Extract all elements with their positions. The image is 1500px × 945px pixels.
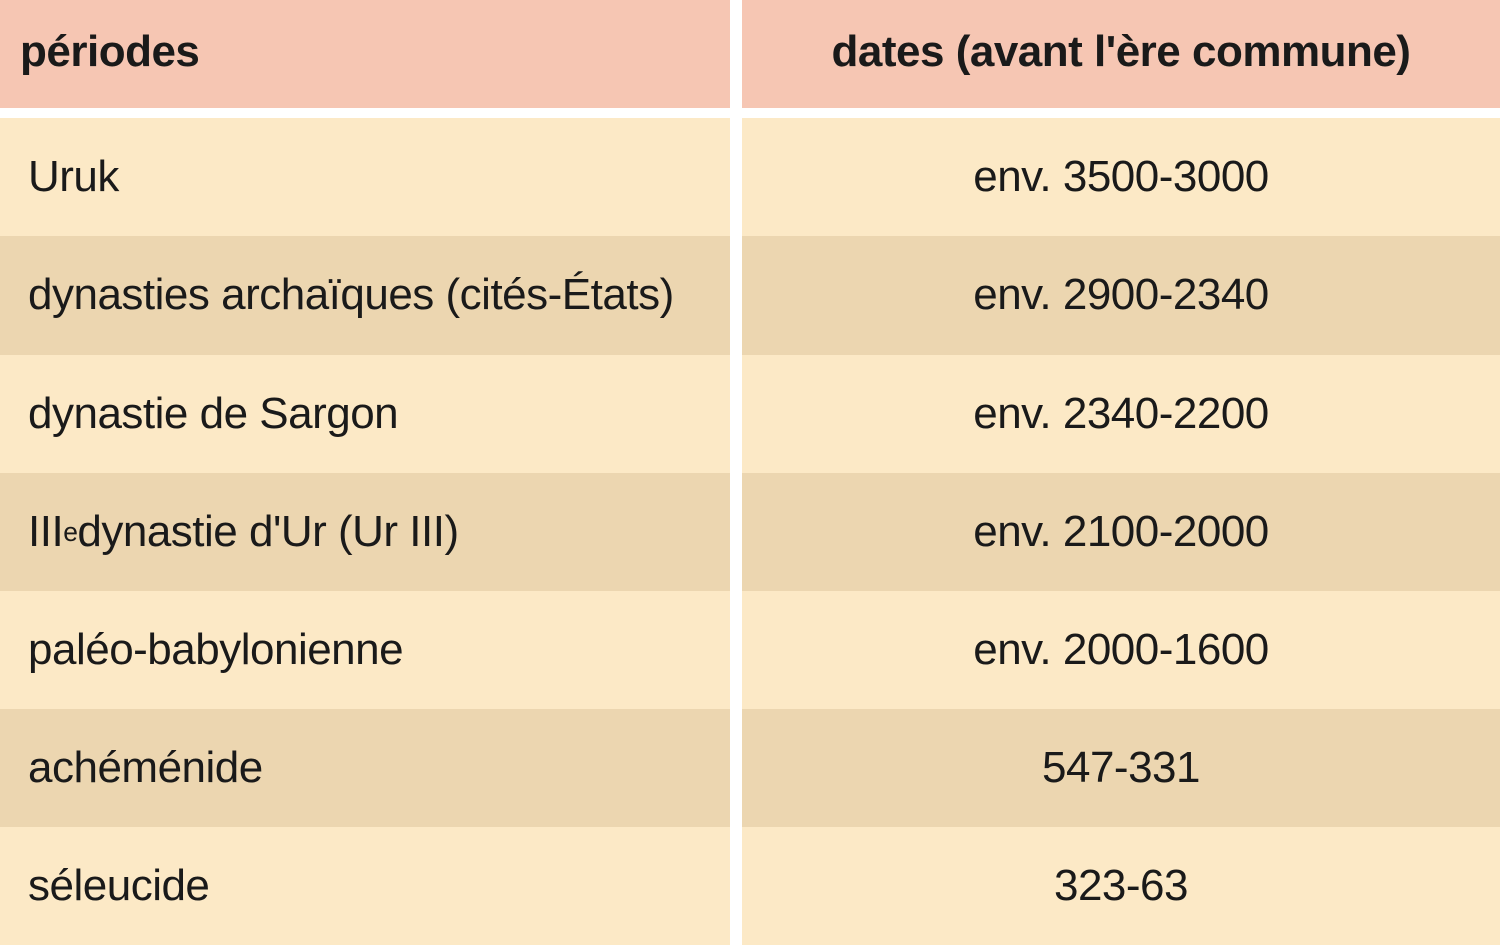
periods-table: périodes dates (avant l'ère commune) Uru… xyxy=(0,0,1500,945)
cell-dates: env. 2340-2200 xyxy=(742,355,1500,473)
table-header-row: périodes dates (avant l'ère commune) xyxy=(0,0,1500,108)
cell-period: achéménide xyxy=(0,709,730,827)
cell-dates: 547-331 xyxy=(742,709,1500,827)
table-row: séleucide323-63 xyxy=(0,827,1500,945)
cell-dates: env. 2100-2000 xyxy=(742,473,1500,591)
cell-period: paléo-babylonienne xyxy=(0,591,730,709)
cell-period: IIIe dynastie d'Ur (Ur III) xyxy=(0,473,730,591)
header-body-gap xyxy=(0,108,1500,118)
table-row: IIIe dynastie d'Ur (Ur III)env. 2100-200… xyxy=(0,473,1500,591)
column-separator xyxy=(730,473,742,591)
cell-period: séleucide xyxy=(0,827,730,945)
column-separator xyxy=(730,591,742,709)
column-separator xyxy=(730,709,742,827)
table-row: paléo-babylonienneenv. 2000-1600 xyxy=(0,591,1500,709)
table-row: dynastie de Sargonenv. 2340-2200 xyxy=(0,355,1500,473)
cell-dates: 323-63 xyxy=(742,827,1500,945)
column-separator xyxy=(730,355,742,473)
cell-dates: env. 3500-3000 xyxy=(742,118,1500,236)
cell-period: Uruk xyxy=(0,118,730,236)
column-separator xyxy=(730,827,742,945)
table-row: Urukenv. 3500-3000 xyxy=(0,118,1500,236)
column-separator xyxy=(730,0,742,108)
cell-period: dynasties archaïques (cités-États) xyxy=(0,236,730,354)
table-row: achéménide547-331 xyxy=(0,709,1500,827)
column-separator xyxy=(730,118,742,236)
cell-dates: env. 2000-1600 xyxy=(742,591,1500,709)
cell-period: dynastie de Sargon xyxy=(0,355,730,473)
column-separator xyxy=(730,236,742,354)
table-row: dynasties archaïques (cités-États)env. 2… xyxy=(0,236,1500,354)
column-header-dates: dates (avant l'ère commune) xyxy=(742,0,1500,108)
column-header-periodes: périodes xyxy=(0,0,730,108)
cell-dates: env. 2900-2340 xyxy=(742,236,1500,354)
table-body: Urukenv. 3500-3000dynasties archaïques (… xyxy=(0,118,1500,945)
